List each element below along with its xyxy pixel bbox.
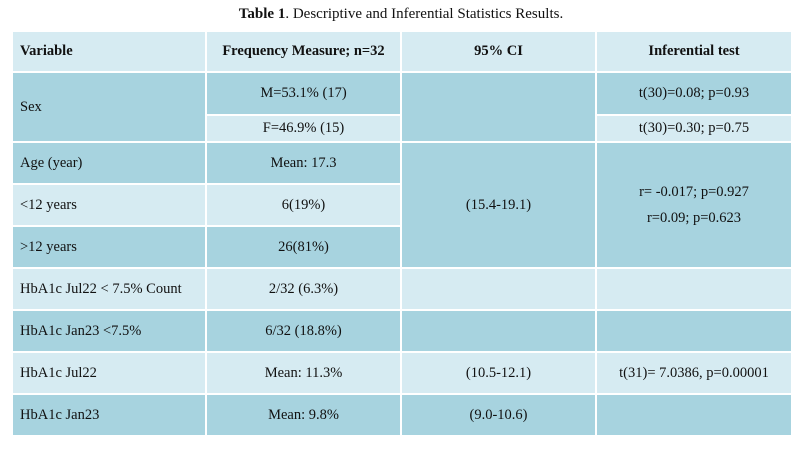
cell-age-ci: (15.4-19.1) <box>400 141 597 269</box>
cell-sex-male-test: t(30)=0.08; p=0.93 <box>595 71 793 116</box>
cell-hba1c-jan23-count-test <box>595 309 793 353</box>
cell-hba1c-jul22-ci: (10.5-12.1) <box>400 351 597 395</box>
row-label-hba1c-jan23: HbA1c Jan23 <box>11 393 207 437</box>
row-label-sex: Sex <box>11 71 207 143</box>
table-caption: Table 1. Descriptive and Inferential Sta… <box>0 5 802 23</box>
cell-hba1c-jul22-value: Mean: 11.3% <box>205 351 402 395</box>
row-label-hba1c-jan23-count: HbA1c Jan23 <7.5% <box>11 309 207 353</box>
cell-sex-male: M=53.1% (17) <box>205 71 402 116</box>
table-row: >12 years 26(81%) <box>11 225 792 269</box>
cell-hba1c-jan23-ci: (9.0-10.6) <box>400 393 597 437</box>
cell-hba1c-jan23-count-ci <box>400 309 597 353</box>
cell-hba1c-jul22-count-test <box>595 267 793 311</box>
table-row: HbA1c Jul22 Mean: 11.3% (10.5-12.1) t(31… <box>11 351 793 395</box>
row-label-age: Age (year) <box>11 141 207 185</box>
cell-over12-value: 26(81%) <box>205 225 402 269</box>
cell-age-mean: Mean: 17.3 <box>205 141 402 185</box>
age-test-line-2: r=0.09; p=0.623 <box>646 210 742 226</box>
cell-hba1c-jan23-value: Mean: 9.8% <box>205 393 402 437</box>
table-row: HbA1c Jul22 < 7.5% Count 2/32 (6.3%) <box>11 267 793 311</box>
table-row: HbA1c Jan23 Mean: 9.8% (9.0-10.6) <box>11 393 793 437</box>
cell-hba1c-jan23-count-value: 6/32 (18.8%) <box>205 309 402 353</box>
header-variable: Variable <box>11 30 207 73</box>
cell-hba1c-jul22-test: t(31)= 7.0386, p=0.00001 <box>595 351 793 395</box>
cell-under12-value: 6(19%) <box>205 183 402 227</box>
row-label-over12: >12 years <box>11 225 207 269</box>
cell-sex-ci <box>400 71 597 143</box>
table-row: F=46.9% (15) t(30)=0.30; p=0.75 <box>12 114 793 143</box>
cell-hba1c-jul22-count-value: 2/32 (6.3%) <box>205 267 402 311</box>
table-row: <12 years 6(19%) <box>11 183 792 227</box>
row-label-hba1c-jul22: HbA1c Jul22 <box>11 351 207 395</box>
cell-age-test: r= -0.017; p=0.927 r=0.09; p=0.623 <box>595 141 793 269</box>
cell-sex-female: F=46.9% (15) <box>205 114 402 143</box>
caption-text: . Descriptive and Inferential Statistics… <box>285 6 564 22</box>
header-test: Inferential test <box>595 30 793 73</box>
cell-hba1c-jul22-count-ci <box>400 267 597 311</box>
cell-hba1c-jan23-test <box>595 393 793 437</box>
table-header-row: Variable Frequency Measure; n=32 95% CI … <box>11 30 793 73</box>
table-row: Sex M=53.1% (17) t(30)=0.08; p=0.93 <box>11 71 793 143</box>
age-test-line-1: r= -0.017; p=0.927 <box>639 184 749 200</box>
header-ci: 95% CI <box>400 30 597 73</box>
header-frequency: Frequency Measure; n=32 <box>205 30 402 73</box>
row-label-hba1c-jul22-count: HbA1c Jul22 < 7.5% Count <box>11 267 207 311</box>
cell-sex-female-test: t(30)=0.30; p=0.75 <box>595 114 793 143</box>
row-label-under12: <12 years <box>11 183 207 227</box>
caption-label: Table 1 <box>238 6 286 22</box>
statistics-table: Variable Frequency Measure; n=32 95% CI … <box>11 30 793 437</box>
table-row: Age (year) Mean: 17.3 (15.4-19.1) r= -0.… <box>11 141 793 269</box>
table-row: HbA1c Jan23 <7.5% 6/32 (18.8%) <box>11 309 793 353</box>
